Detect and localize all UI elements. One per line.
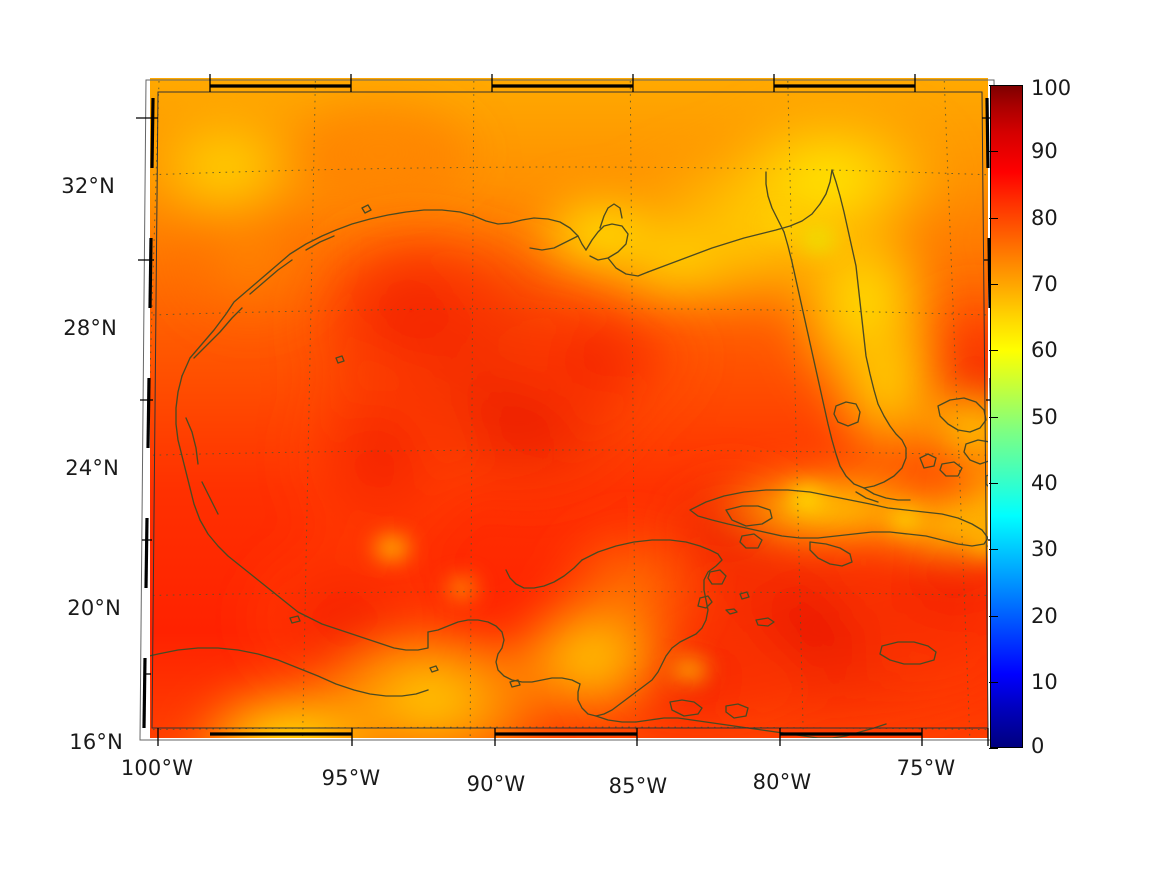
coastline-layer bbox=[150, 169, 988, 738]
lat-tick-label-32N: 32°N bbox=[61, 174, 115, 198]
colorbar-label-30: 30 bbox=[1031, 537, 1058, 561]
lat-tick-label-16N: 16°N bbox=[69, 730, 123, 754]
map-clip-region bbox=[150, 78, 988, 738]
map-frame bbox=[136, 74, 1006, 746]
colorbar-tick-80 bbox=[989, 218, 998, 219]
colorbar-tick-20 bbox=[989, 616, 998, 617]
colorbar-label-90: 90 bbox=[1031, 139, 1058, 163]
temperature-heatmap-raster bbox=[150, 78, 988, 738]
colorbar-gradient bbox=[990, 85, 1023, 748]
colorbar-label-80: 80 bbox=[1031, 206, 1058, 230]
colorbar-tick-100 bbox=[989, 85, 998, 86]
lon-tick-label-100W: 100°W bbox=[120, 756, 194, 780]
colorbar-label-20: 20 bbox=[1031, 604, 1058, 628]
lat-tick-label-28N: 28°N bbox=[63, 316, 117, 340]
lon-tick-label-90W: 90°W bbox=[466, 772, 526, 796]
colorbar[interactable]: 100 90 80 70 60 50 40 30 20 10 0 bbox=[989, 76, 1071, 758]
lon-tick-label-75W: 75°W bbox=[896, 756, 956, 780]
colorbar-tick-30 bbox=[989, 549, 998, 550]
map-axes[interactable]: 32°N 28°N 24°N 20°N 16°N 100°W 95°W 90°W… bbox=[61, 74, 1006, 798]
colorbar-tick-90 bbox=[989, 151, 998, 152]
lon-tick-label-95W: 95°W bbox=[321, 766, 381, 790]
colorbar-tick-10 bbox=[989, 682, 998, 683]
colorbar-label-100: 100 bbox=[1031, 76, 1072, 100]
colorbar-label-40: 40 bbox=[1031, 471, 1058, 495]
graticule-layer bbox=[150, 78, 988, 738]
colorbar-label-60: 60 bbox=[1031, 338, 1058, 362]
lat-tick-label-20N: 20°N bbox=[67, 596, 121, 620]
colorbar-tick-60 bbox=[989, 350, 998, 351]
colorbar-label-10: 10 bbox=[1031, 670, 1058, 694]
colorbar-label-70: 70 bbox=[1031, 272, 1058, 296]
colorbar-tick-40 bbox=[989, 483, 998, 484]
lon-tick-label-85W: 85°W bbox=[608, 774, 668, 798]
colorbar-tick-50 bbox=[989, 417, 998, 418]
colorbar-tick-0 bbox=[989, 748, 998, 749]
lon-tick-label-80W: 80°W bbox=[752, 770, 812, 794]
colorbar-tick-70 bbox=[989, 284, 998, 285]
colorbar-label-50: 50 bbox=[1031, 405, 1058, 429]
colorbar-label-0: 0 bbox=[1031, 734, 1045, 758]
lat-tick-label-24N: 24°N bbox=[65, 456, 119, 480]
